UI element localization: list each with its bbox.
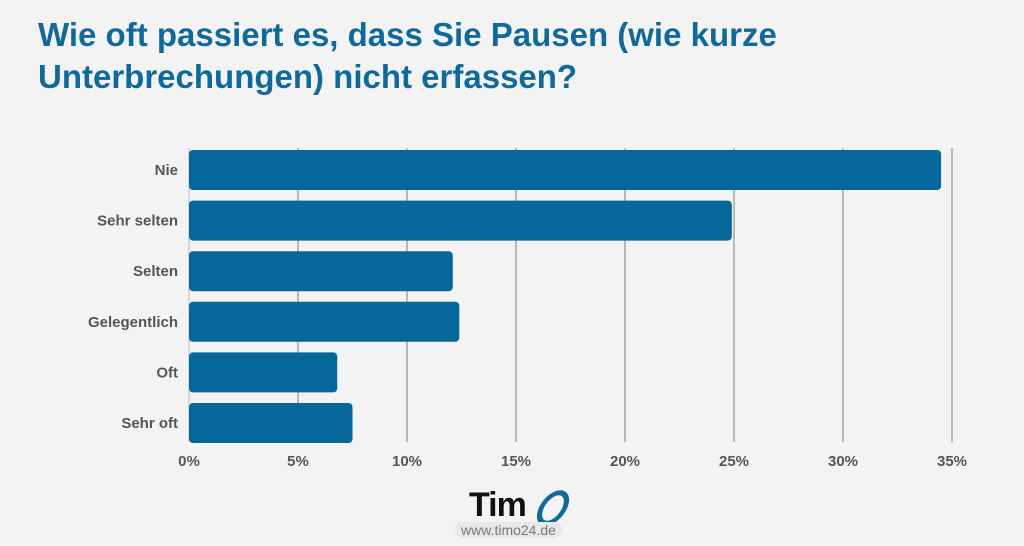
- bar-selten: [189, 251, 453, 292]
- y-category-label: Nie: [155, 162, 178, 179]
- logo-text: Tim: [469, 486, 527, 524]
- y-category-label: Selten: [133, 263, 178, 280]
- timo-logo: Tim www.timo24.de: [455, 486, 585, 546]
- x-tick-label: 15%: [501, 453, 531, 470]
- y-category-label: Gelegentlich: [88, 314, 178, 331]
- x-tick-label: 30%: [828, 453, 858, 470]
- bar-oft: [189, 352, 338, 393]
- y-category-label: Sehr selten: [97, 213, 178, 230]
- chart-title: Wie oft passiert es, dass Sie Pausen (wi…: [38, 16, 777, 95]
- x-tick-label: 0%: [178, 453, 200, 470]
- bar-gelegentlich: [189, 301, 460, 342]
- bar-nie: [189, 150, 942, 190]
- logo-url: www.timo24.de: [455, 522, 562, 538]
- bar-sehr-oft: [189, 403, 353, 443]
- y-category-label: Oft: [156, 364, 178, 381]
- x-tick-label: 10%: [392, 453, 422, 470]
- bar-sehr-selten: [189, 200, 732, 241]
- x-tick-label: 5%: [287, 453, 309, 470]
- y-category-label: Sehr oft: [121, 415, 178, 432]
- x-tick-label: 35%: [937, 453, 967, 470]
- x-tick-label: 25%: [719, 453, 749, 470]
- x-tick-label: 20%: [610, 453, 640, 470]
